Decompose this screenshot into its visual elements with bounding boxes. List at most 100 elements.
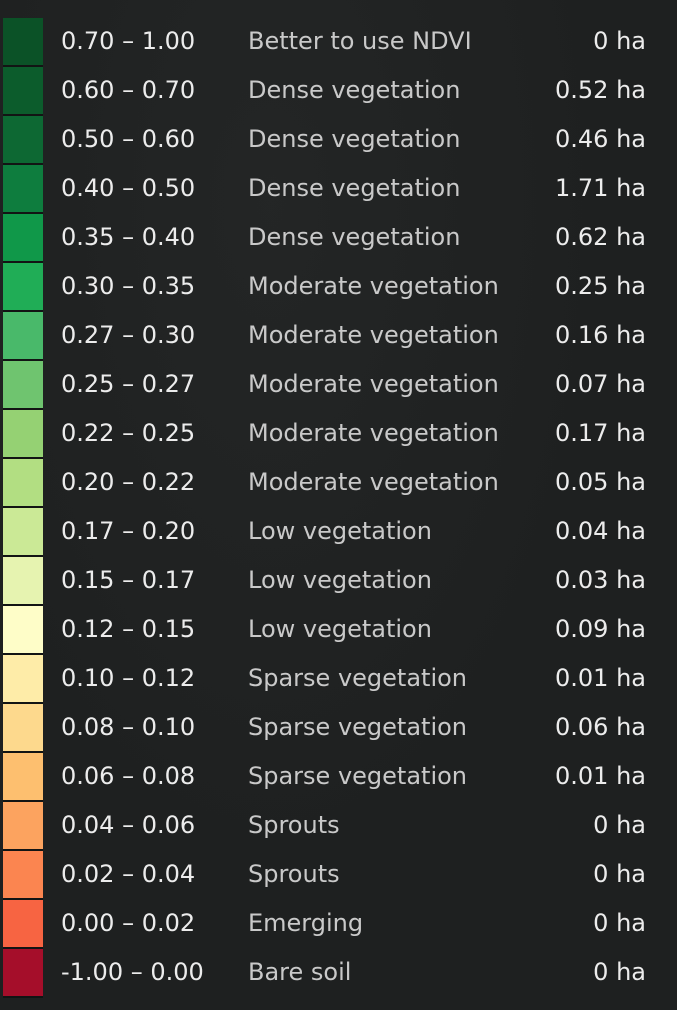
legend-row: 0.27 – 0.30 Moderate vegetation 0.16 ha: [3, 312, 677, 361]
category-label: Better to use NDVI: [248, 27, 472, 55]
legend-list: 0.70 – 1.00 Better to use NDVI 0 ha 0.60…: [3, 18, 677, 998]
range-label: 0.30 – 0.35: [61, 272, 196, 300]
area-value: 0 ha: [593, 958, 646, 986]
legend-row: 0.06 – 0.08 Sparse vegetation 0.01 ha: [3, 753, 677, 802]
area-value: 0 ha: [593, 27, 646, 55]
range-label: 0.04 – 0.06: [61, 811, 196, 839]
range-label: 0.06 – 0.08: [61, 762, 196, 790]
area-value: 0 ha: [593, 909, 646, 937]
legend-row: 0.12 – 0.15 Low vegetation 0.09 ha: [3, 606, 677, 655]
area-value: 1.71 ha: [555, 174, 646, 202]
color-swatch: [3, 165, 43, 214]
category-label: Sparse vegetation: [248, 762, 467, 790]
color-swatch: [3, 18, 43, 67]
legend-row: 0.20 – 0.22 Moderate vegetation 0.05 ha: [3, 459, 677, 508]
color-swatch: [3, 851, 43, 900]
range-label: 0.20 – 0.22: [61, 468, 196, 496]
legend-row: 0.10 – 0.12 Sparse vegetation 0.01 ha: [3, 655, 677, 704]
area-value: 0.16 ha: [555, 321, 646, 349]
area-value: 0.46 ha: [555, 125, 646, 153]
legend-row: 0.15 – 0.17 Low vegetation 0.03 ha: [3, 557, 677, 606]
category-label: Dense vegetation: [248, 223, 461, 251]
category-label: Moderate vegetation: [248, 272, 499, 300]
category-label: Emerging: [248, 909, 364, 937]
range-label: 0.15 – 0.17: [61, 566, 196, 594]
color-swatch: [3, 655, 43, 704]
range-label: 0.10 – 0.12: [61, 664, 196, 692]
color-swatch: [3, 802, 43, 851]
range-label: 0.25 – 0.27: [61, 370, 196, 398]
legend-row: 0.25 – 0.27 Moderate vegetation 0.07 ha: [3, 361, 677, 410]
category-label: Dense vegetation: [248, 174, 461, 202]
range-label: 0.17 – 0.20: [61, 517, 196, 545]
range-label: 0.35 – 0.40: [61, 223, 196, 251]
range-label: 0.50 – 0.60: [61, 125, 196, 153]
legend-row: 0.50 – 0.60 Dense vegetation 0.46 ha: [3, 116, 677, 165]
legend-row: 0.02 – 0.04 Sprouts 0 ha: [3, 851, 677, 900]
color-swatch: [3, 410, 43, 459]
legend-row: 0.30 – 0.35 Moderate vegetation 0.25 ha: [3, 263, 677, 312]
area-value: 0.17 ha: [555, 419, 646, 447]
color-swatch: [3, 67, 43, 116]
color-swatch: [3, 214, 43, 263]
range-label: 0.12 – 0.15: [61, 615, 196, 643]
category-label: Sprouts: [248, 811, 340, 839]
legend-row: -1.00 – 0.00 Bare soil 0 ha: [3, 949, 677, 998]
range-label: 0.02 – 0.04: [61, 860, 196, 888]
category-label: Sprouts: [248, 860, 340, 888]
legend-row: 0.70 – 1.00 Better to use NDVI 0 ha: [3, 18, 677, 67]
area-value: 0.07 ha: [555, 370, 646, 398]
color-swatch: [3, 704, 43, 753]
color-swatch: [3, 753, 43, 802]
category-label: Low vegetation: [248, 517, 432, 545]
range-label: 0.22 – 0.25: [61, 419, 196, 447]
legend-row: 0.04 – 0.06 Sprouts 0 ha: [3, 802, 677, 851]
category-label: Dense vegetation: [248, 125, 461, 153]
category-label: Sparse vegetation: [248, 664, 467, 692]
color-swatch: [3, 263, 43, 312]
range-label: -1.00 – 0.00: [61, 958, 204, 986]
category-label: Moderate vegetation: [248, 419, 499, 447]
area-value: 0 ha: [593, 811, 646, 839]
legend-row: 0.08 – 0.10 Sparse vegetation 0.06 ha: [3, 704, 677, 753]
range-label: 0.00 – 0.02: [61, 909, 196, 937]
area-value: 0.52 ha: [555, 76, 646, 104]
area-value: 0.25 ha: [555, 272, 646, 300]
category-label: Moderate vegetation: [248, 370, 499, 398]
category-label: Moderate vegetation: [248, 321, 499, 349]
category-label: Dense vegetation: [248, 76, 461, 104]
area-value: 0.01 ha: [555, 664, 646, 692]
legend-row: 0.00 – 0.02 Emerging 0 ha: [3, 900, 677, 949]
area-value: 0.01 ha: [555, 762, 646, 790]
range-label: 0.40 – 0.50: [61, 174, 196, 202]
range-label: 0.08 – 0.10: [61, 713, 196, 741]
range-label: 0.60 – 0.70: [61, 76, 196, 104]
area-value: 0.05 ha: [555, 468, 646, 496]
color-swatch: [3, 361, 43, 410]
category-label: Low vegetation: [248, 566, 432, 594]
area-value: 0.03 ha: [555, 566, 646, 594]
color-swatch: [3, 900, 43, 949]
area-value: 0 ha: [593, 860, 646, 888]
category-label: Bare soil: [248, 958, 352, 986]
area-value: 0.04 ha: [555, 517, 646, 545]
color-swatch: [3, 459, 43, 508]
color-swatch: [3, 949, 43, 998]
category-label: Low vegetation: [248, 615, 432, 643]
color-swatch: [3, 606, 43, 655]
legend-row: 0.60 – 0.70 Dense vegetation 0.52 ha: [3, 67, 677, 116]
area-value: 0.06 ha: [555, 713, 646, 741]
range-label: 0.70 – 1.00: [61, 27, 196, 55]
legend-row: 0.35 – 0.40 Dense vegetation 0.62 ha: [3, 214, 677, 263]
range-label: 0.27 – 0.30: [61, 321, 196, 349]
legend-row: 0.17 – 0.20 Low vegetation 0.04 ha: [3, 508, 677, 557]
area-value: 0.09 ha: [555, 615, 646, 643]
color-swatch: [3, 557, 43, 606]
area-value: 0.62 ha: [555, 223, 646, 251]
category-label: Sparse vegetation: [248, 713, 467, 741]
color-swatch: [3, 116, 43, 165]
color-swatch: [3, 312, 43, 361]
legend-row: 0.22 – 0.25 Moderate vegetation 0.17 ha: [3, 410, 677, 459]
color-swatch: [3, 508, 43, 557]
